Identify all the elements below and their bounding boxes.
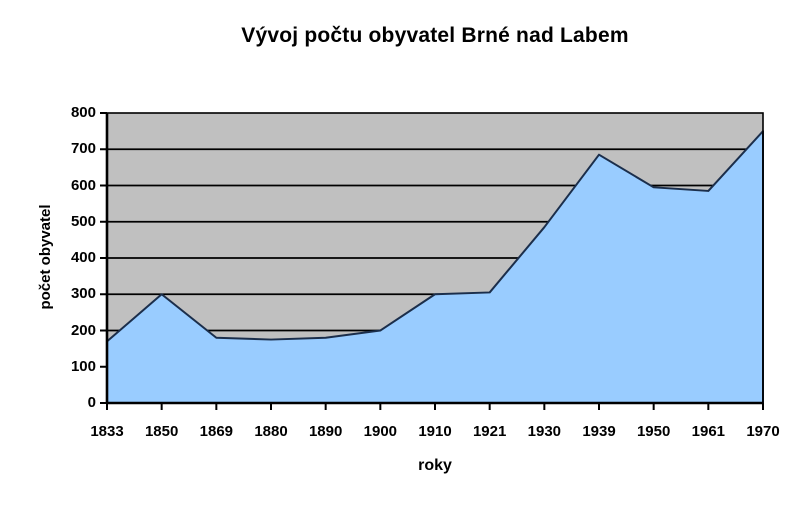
y-axis-tick-label: 700 bbox=[70, 140, 96, 158]
y-axis-tick-label: 500 bbox=[70, 212, 96, 230]
y-axis-tick-label: 300 bbox=[70, 285, 96, 303]
y-axis-tick-label: 400 bbox=[70, 249, 96, 266]
y-axis-tick-label: 0 bbox=[87, 394, 96, 411]
x-axis-tick-label: 1890 bbox=[308, 423, 343, 440]
y-axis-tick-label: 800 bbox=[70, 104, 96, 121]
x-axis-tick-label: 1939 bbox=[582, 423, 616, 440]
x-axis-tick-label: 1833 bbox=[90, 423, 124, 440]
x-axis-tick-label: 1869 bbox=[199, 423, 234, 440]
x-axis-tick-label: 1910 bbox=[418, 423, 452, 440]
x-axis-tick-label: 1900 bbox=[363, 423, 398, 440]
x-axis-tick-label: 1930 bbox=[527, 423, 562, 440]
x-axis-tick-label: 1961 bbox=[691, 423, 726, 440]
x-axis-tick-label: 1950 bbox=[636, 423, 671, 440]
x-axis-title: roky bbox=[418, 457, 452, 474]
plot-area bbox=[100, 112, 764, 410]
x-axis-tick-label: 1880 bbox=[254, 423, 288, 440]
x-axis-tick-label: 1970 bbox=[746, 423, 780, 440]
y-axis-tick-label: 600 bbox=[70, 176, 96, 194]
chart-title: Vývoj počtu obyvatel Brné nad Labem bbox=[241, 24, 629, 47]
y-axis-tick-label: 100 bbox=[70, 357, 96, 375]
y-axis-tick-label: 200 bbox=[70, 321, 96, 339]
x-axis-tick-label: 1850 bbox=[144, 423, 179, 440]
x-axis-tick-label: 1921 bbox=[472, 423, 507, 440]
